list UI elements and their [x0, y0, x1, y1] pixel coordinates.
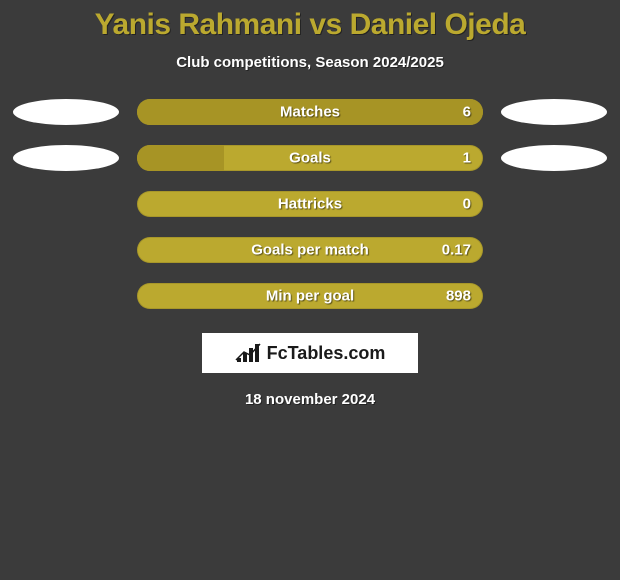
stat-row: Goals per match0.17 — [0, 237, 620, 263]
stat-row: Matches6 — [0, 99, 620, 125]
stat-rows: Matches6Goals1Hattricks0Goals per match0… — [0, 99, 620, 309]
stat-bar: Goals per match0.17 — [137, 237, 483, 263]
page-title: Yanis Rahmani vs Daniel Ojeda — [95, 8, 526, 42]
date-label: 18 november 2024 — [245, 391, 375, 408]
player-ellipse-left — [13, 145, 119, 171]
stat-bar: Min per goal898 — [137, 283, 483, 309]
stat-label: Matches — [137, 104, 483, 121]
stat-bar: Goals1 — [137, 145, 483, 171]
stat-value: 0.17 — [442, 242, 471, 259]
subtitle: Club competitions, Season 2024/2025 — [176, 54, 444, 71]
brand-badge: FcTables.com — [202, 333, 418, 373]
chart-icon — [235, 342, 263, 364]
comparison-infographic: Yanis Rahmani vs Daniel Ojeda Club compe… — [0, 0, 620, 408]
player-ellipse-right — [501, 99, 607, 125]
stat-label: Goals — [137, 150, 483, 167]
player-ellipse-left — [13, 99, 119, 125]
stat-value: 898 — [446, 288, 471, 305]
stat-label: Min per goal — [137, 288, 483, 305]
stat-value: 0 — [463, 196, 471, 213]
stat-bar: Hattricks0 — [137, 191, 483, 217]
stat-bar: Matches6 — [137, 99, 483, 125]
stat-row: Goals1 — [0, 145, 620, 171]
stat-row: Hattricks0 — [0, 191, 620, 217]
stat-value: 6 — [463, 104, 471, 121]
stat-label: Hattricks — [137, 196, 483, 213]
stat-label: Goals per match — [137, 242, 483, 259]
stat-value: 1 — [463, 150, 471, 167]
stat-row: Min per goal898 — [0, 283, 620, 309]
player-ellipse-right — [501, 145, 607, 171]
brand-text: FcTables.com — [267, 343, 386, 364]
